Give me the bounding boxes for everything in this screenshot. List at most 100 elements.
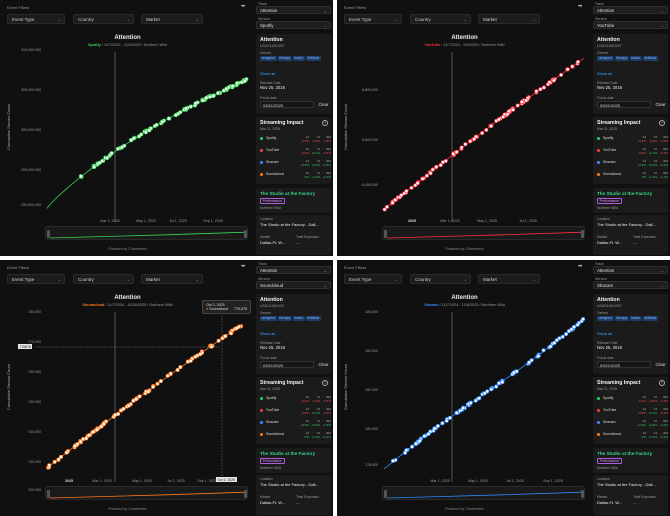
event-marker[interactable] bbox=[115, 146, 121, 151]
event-marker[interactable] bbox=[557, 336, 562, 341]
event-marker[interactable] bbox=[390, 458, 396, 463]
event-marker[interactable] bbox=[413, 441, 418, 446]
event-marker[interactable] bbox=[193, 354, 198, 359]
genre-tag[interactable]: #biblical bbox=[642, 316, 658, 321]
genre-tag[interactable]: unsigned bbox=[597, 316, 614, 321]
event-marker[interactable] bbox=[64, 450, 69, 455]
event-marker[interactable] bbox=[216, 338, 221, 343]
clear-button[interactable]: Clear bbox=[318, 362, 329, 367]
show-all-link[interactable]: Show all bbox=[597, 71, 613, 76]
service-select[interactable]: Shazam ⌄ bbox=[593, 281, 668, 289]
event-marker[interactable] bbox=[489, 124, 494, 129]
help-icon[interactable]: ? bbox=[322, 120, 328, 126]
genre-tag[interactable]: backs bbox=[629, 56, 642, 61]
event-card[interactable]: The Studio at the Factory Performance Nort… bbox=[256, 188, 331, 213]
event-marker[interactable] bbox=[175, 367, 180, 373]
event-marker[interactable] bbox=[435, 423, 440, 429]
event-marker[interactable] bbox=[390, 200, 395, 205]
event-marker[interactable] bbox=[527, 360, 532, 365]
event-marker[interactable] bbox=[505, 112, 510, 117]
event-type-dropdown[interactable]: Event Type ⌄ bbox=[344, 14, 402, 24]
genre-tag[interactable]: backs bbox=[292, 56, 305, 61]
event-marker[interactable] bbox=[434, 164, 439, 169]
focus-date-input[interactable]: 03/21/2025 bbox=[597, 361, 651, 368]
event-marker[interactable] bbox=[137, 394, 142, 399]
event-marker[interactable] bbox=[461, 405, 466, 410]
market-dropdown[interactable]: Market ⌄ bbox=[141, 14, 203, 24]
clear-button[interactable]: Clear bbox=[655, 102, 666, 107]
market-dropdown[interactable]: Market ⌄ bbox=[478, 14, 540, 24]
service-select[interactable]: Spotify ⌄ bbox=[256, 21, 331, 29]
event-marker[interactable] bbox=[463, 142, 468, 147]
event-marker[interactable] bbox=[139, 132, 144, 137]
event-marker[interactable] bbox=[444, 418, 449, 423]
event-marker[interactable] bbox=[524, 98, 529, 103]
focus-date-input[interactable]: 03/21/2025 bbox=[597, 101, 651, 108]
genre-tag[interactable]: unsigned bbox=[260, 56, 277, 61]
event-marker[interactable] bbox=[209, 344, 214, 349]
event-marker[interactable] bbox=[166, 116, 171, 121]
event-marker[interactable] bbox=[160, 119, 165, 124]
range-handle-left[interactable] bbox=[47, 230, 50, 238]
event-marker[interactable] bbox=[500, 380, 505, 385]
event-marker[interactable] bbox=[47, 463, 52, 468]
event-marker[interactable] bbox=[211, 93, 216, 99]
event-marker[interactable] bbox=[198, 352, 203, 357]
event-marker[interactable] bbox=[489, 387, 494, 392]
event-marker[interactable] bbox=[87, 433, 92, 438]
event-marker[interactable] bbox=[468, 139, 473, 144]
help-icon[interactable]: ? bbox=[659, 380, 665, 386]
event-marker[interactable] bbox=[440, 421, 445, 426]
event-marker[interactable] bbox=[158, 379, 163, 384]
event-marker[interactable] bbox=[147, 128, 152, 133]
event-marker[interactable] bbox=[496, 117, 501, 122]
event-marker[interactable] bbox=[113, 412, 118, 417]
range-handle-right[interactable] bbox=[244, 230, 247, 238]
event-marker[interactable] bbox=[420, 176, 425, 181]
event-marker[interactable] bbox=[519, 99, 524, 104]
event-marker[interactable] bbox=[99, 424, 104, 429]
event-marker[interactable] bbox=[229, 331, 234, 336]
market-dropdown[interactable]: Market ⌄ bbox=[141, 274, 203, 284]
event-marker[interactable] bbox=[404, 448, 409, 453]
event-marker[interactable] bbox=[424, 173, 429, 178]
help-icon[interactable]: ? bbox=[322, 380, 328, 386]
genre-tag[interactable]: backs bbox=[629, 316, 642, 321]
range-handle-left[interactable] bbox=[384, 490, 387, 498]
event-marker[interactable] bbox=[515, 103, 520, 108]
event-marker[interactable] bbox=[404, 189, 409, 194]
event-marker[interactable] bbox=[494, 384, 499, 389]
chart-container[interactable]: Attention Shazam / 11/7/2024 - 11/6/2025 … bbox=[340, 260, 589, 516]
event-title[interactable]: The Studio at the Factory bbox=[260, 191, 316, 196]
country-dropdown[interactable]: Country ⌄ bbox=[410, 14, 471, 24]
country-dropdown[interactable]: Country ⌄ bbox=[410, 274, 471, 284]
event-marker[interactable] bbox=[52, 459, 57, 464]
event-marker[interactable] bbox=[496, 381, 501, 386]
event-marker[interactable] bbox=[430, 167, 435, 172]
more-menu-icon[interactable]: ••• bbox=[241, 4, 245, 10]
event-marker[interactable] bbox=[131, 136, 136, 141]
event-title[interactable]: The Studio at the Factory bbox=[260, 451, 316, 456]
event-marker[interactable] bbox=[547, 80, 552, 85]
event-marker[interactable] bbox=[541, 348, 546, 353]
clear-button[interactable]: Clear bbox=[655, 362, 666, 367]
event-marker[interactable] bbox=[454, 410, 459, 415]
event-title[interactable]: The Studio at the Factory bbox=[597, 451, 653, 456]
event-marker[interactable] bbox=[536, 354, 541, 359]
event-marker[interactable] bbox=[220, 336, 225, 341]
genre-tag[interactable]: therapy bbox=[614, 56, 629, 61]
range-handle-right[interactable] bbox=[581, 230, 584, 238]
event-marker[interactable] bbox=[480, 131, 485, 136]
event-marker[interactable] bbox=[215, 91, 221, 96]
range-handle-right[interactable] bbox=[581, 490, 584, 498]
event-marker[interactable] bbox=[126, 403, 131, 408]
event-marker[interactable] bbox=[178, 365, 183, 370]
event-marker[interactable] bbox=[91, 429, 96, 434]
range-handle-right[interactable] bbox=[244, 490, 247, 498]
event-marker[interactable] bbox=[534, 89, 539, 94]
event-marker[interactable] bbox=[78, 174, 83, 179]
event-marker[interactable] bbox=[575, 322, 580, 327]
event-type-dropdown[interactable]: Event Type ⌄ bbox=[7, 14, 65, 24]
event-marker[interactable] bbox=[188, 358, 193, 363]
genre-tag[interactable]: therapy bbox=[614, 316, 629, 321]
